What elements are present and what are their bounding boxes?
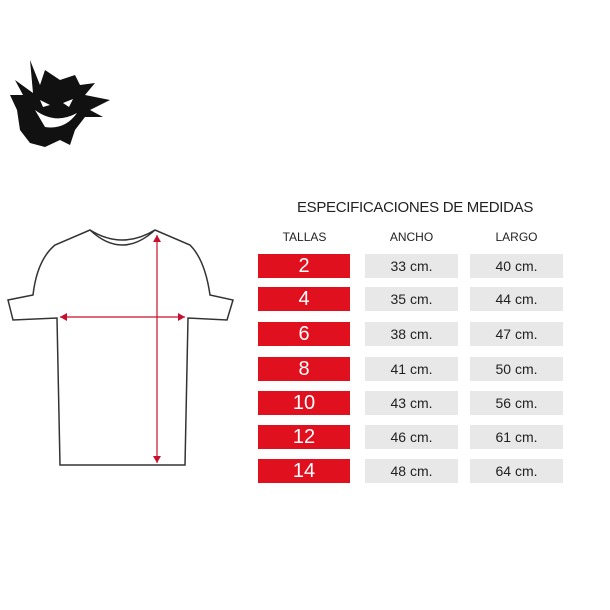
largo-cell: 61 cm. xyxy=(470,425,563,449)
largo-cell: 40 cm. xyxy=(470,254,563,278)
talla-cell: 14 xyxy=(258,459,350,483)
ancho-cell: 33 cm. xyxy=(365,254,458,278)
tshirt-diagram xyxy=(7,229,234,466)
ancho-cell: 35 cm. xyxy=(365,287,458,311)
ancho-cell: 38 cm. xyxy=(365,322,458,346)
largo-cell: 64 cm. xyxy=(470,459,563,483)
largo-cell: 47 cm. xyxy=(470,322,563,346)
ancho-cell: 48 cm. xyxy=(365,459,458,483)
talla-cell: 12 xyxy=(258,425,350,449)
table-title: ESPECIFICACIONES DE MEDIDAS xyxy=(296,199,534,216)
ancho-cell: 46 cm. xyxy=(365,425,458,449)
talla-cell: 2 xyxy=(258,254,350,278)
talla-cell: 6 xyxy=(258,322,350,346)
header-largo: LARGO xyxy=(495,230,538,244)
header-tallas: TALLAS xyxy=(282,230,327,244)
talla-cell: 4 xyxy=(258,287,350,311)
ancho-cell: 41 cm. xyxy=(365,357,458,381)
ancho-cell: 43 cm. xyxy=(365,391,458,415)
largo-cell: 50 cm. xyxy=(470,357,563,381)
talla-cell: 8 xyxy=(258,357,350,381)
talla-cell: 10 xyxy=(258,391,350,415)
largo-cell: 56 cm. xyxy=(470,391,563,415)
ghost-mascot-logo xyxy=(10,60,110,147)
header-ancho: ANCHO xyxy=(389,230,434,244)
largo-cell: 44 cm. xyxy=(470,287,563,311)
